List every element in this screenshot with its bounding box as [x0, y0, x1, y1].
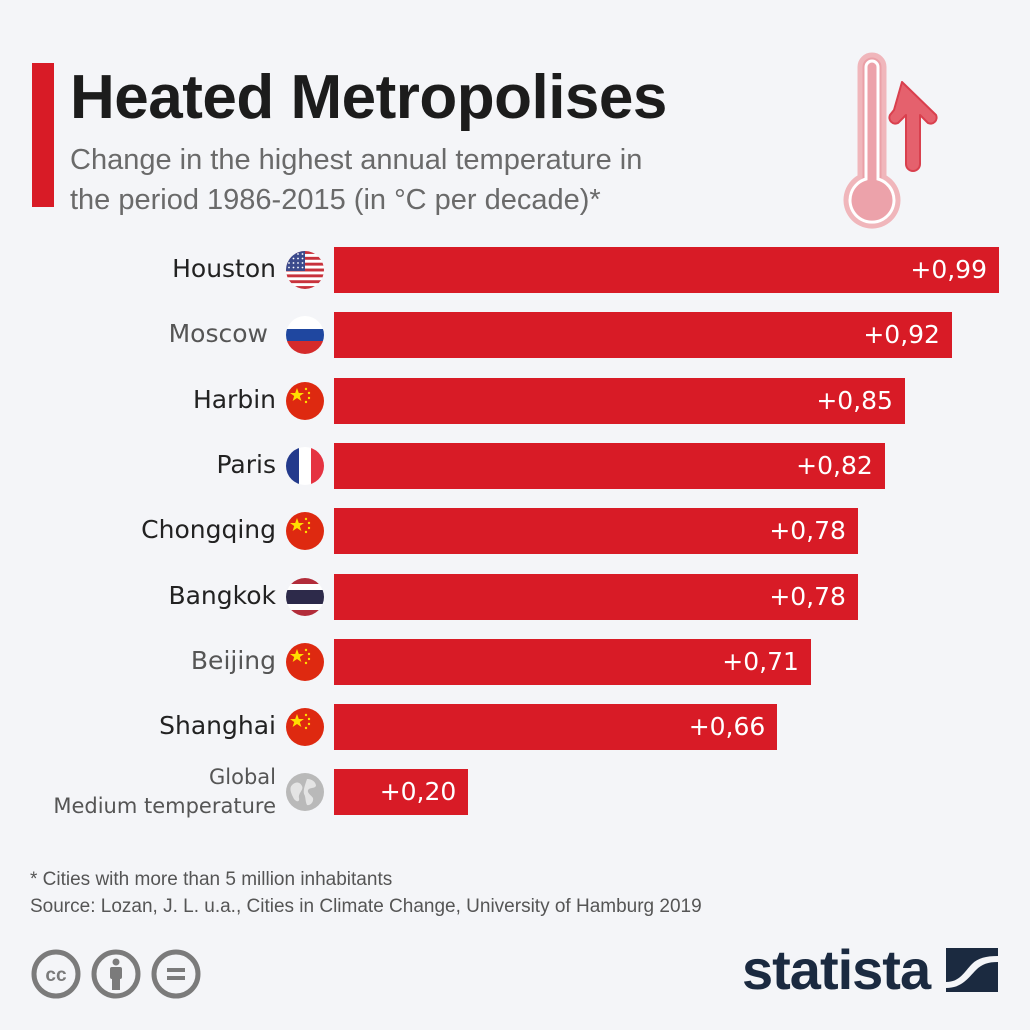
row-label: Global Medium temperature: [53, 763, 276, 821]
footnote: * Cities with more than 5 million inhabi…: [30, 866, 702, 920]
footnote-note: * Cities with more than 5 million inhabi…: [30, 869, 393, 890]
bar: +0,99: [334, 247, 999, 293]
title-accent-bar: [32, 63, 54, 207]
svg-text:cc: cc: [45, 965, 67, 986]
bar-value-label: +0,78: [769, 516, 846, 545]
bar-value-label: +0,20: [379, 777, 457, 806]
china-flag-icon: [286, 382, 324, 420]
russia-flag-icon: [286, 316, 324, 354]
footnote-source: Source: Lozan, J. L. u.a., Cities in Cli…: [30, 896, 702, 917]
bar-value-label: +0,82: [796, 451, 873, 480]
row-label: Houston: [172, 254, 276, 283]
thailand-flag-icon: [286, 578, 324, 616]
chart-subtitle: Change in the highest annual temperature…: [70, 140, 830, 220]
attribution-icon: [91, 949, 141, 999]
globe-icon: [286, 773, 324, 811]
bar: +0,85: [334, 378, 905, 424]
row-label: Harbin: [192, 385, 276, 414]
thermometer-rising-icon: [843, 52, 938, 229]
statista-mark-icon: [946, 948, 999, 992]
license-icons: cc: [30, 948, 202, 1000]
bar-value-label: +0,85: [816, 386, 893, 415]
row-label: Moscow: [168, 319, 268, 348]
brand-name: statista: [742, 938, 931, 1001]
bar-value-label: +0,78: [769, 582, 846, 611]
bar-value-label: +0,92: [863, 320, 940, 349]
subtitle-line-1: Change in the highest annual temperature…: [70, 144, 643, 176]
bar-value-label: +0,71: [722, 647, 799, 676]
row-label-line-2: Medium temperature: [53, 794, 276, 818]
bar: +0,20: [334, 769, 469, 815]
row-label: Shanghai: [159, 711, 276, 740]
bar: +0,71: [334, 639, 811, 685]
row-label: Paris: [216, 450, 276, 479]
subtitle-line-2: the period 1986-2015 (in °C per decade)*: [70, 184, 601, 216]
china-flag-icon: [286, 708, 324, 746]
row-label-line-1: Global: [209, 765, 276, 789]
statista-logo[interactable]: statista: [742, 938, 999, 1001]
china-flag-icon: [286, 643, 324, 681]
bar: +0,78: [334, 574, 858, 620]
bar: +0,92: [334, 312, 952, 358]
row-label: Chongqing: [141, 515, 276, 544]
bar-value-label: +0,99: [910, 255, 987, 284]
china-flag-icon: [286, 512, 324, 550]
chart-title: Heated Metropolises: [70, 63, 667, 132]
row-label: Bangkok: [168, 581, 276, 610]
usa-flag-icon: [286, 251, 324, 289]
france-flag-icon: [286, 447, 324, 485]
bar: +0,66: [334, 704, 778, 750]
no-derivatives-icon: [151, 949, 201, 999]
cc-icon: cc: [31, 949, 81, 999]
bar-value-label: +0,66: [688, 712, 766, 741]
row-label: Beijing: [190, 646, 276, 675]
bar: +0,82: [334, 443, 885, 489]
bar: +0,78: [334, 508, 858, 554]
